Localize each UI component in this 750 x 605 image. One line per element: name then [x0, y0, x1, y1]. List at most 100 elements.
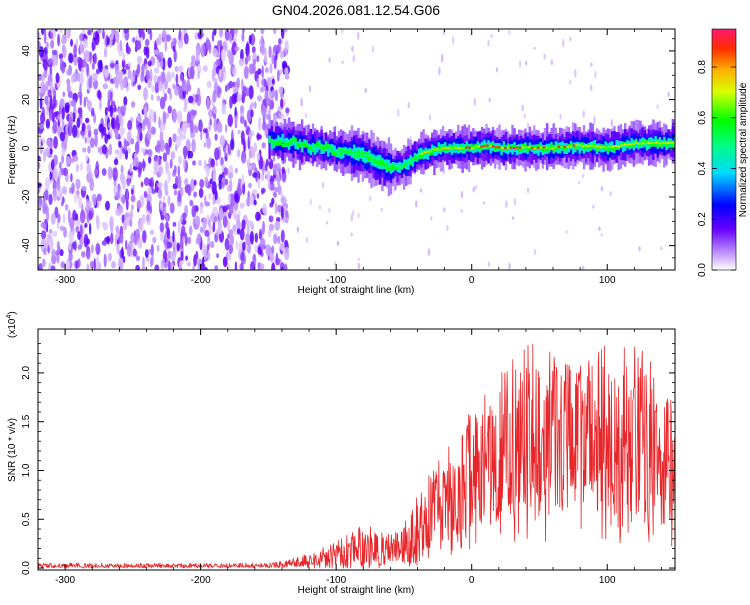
noise-pixel: [40, 81, 46, 95]
noise-pixel: [189, 66, 195, 80]
colorbar-tick-label: 0.8: [697, 60, 708, 74]
noise-pixel: [148, 178, 152, 187]
noise-pixel: [225, 84, 228, 93]
noise-pixel: [203, 195, 207, 205]
noise-pixel: [40, 29, 45, 36]
sparse-pixel: [296, 226, 300, 233]
noise-pixel: [192, 160, 196, 166]
ridge-core-pixel: [363, 153, 367, 157]
noise-pixel: [262, 165, 265, 176]
noise-pixel: [51, 159, 55, 171]
noise-pixel: [45, 176, 50, 191]
ridge-pixel: [470, 144, 473, 149]
x-tick-label: -300: [55, 575, 75, 586]
noise-pixel: [228, 244, 233, 255]
noise-pixel: [89, 177, 95, 192]
ridge-core-pixel: [408, 160, 411, 163]
sparse-pixel: [609, 191, 612, 196]
noise-pixel: [61, 105, 65, 120]
noise-pixel: [242, 29, 245, 34]
noise-pixel: [49, 171, 53, 181]
ridge-pixel: [268, 138, 271, 143]
noise-pixel: [62, 45, 67, 59]
ridge-pixel: [379, 160, 382, 166]
noise-pixel: [126, 177, 131, 187]
noise-pixel: [85, 96, 89, 102]
noise-pixel: [66, 68, 71, 76]
noise-pixel: [41, 138, 45, 144]
ridge-pixel: [515, 144, 518, 156]
noise-pixel: [187, 150, 194, 159]
sparse-pixel: [487, 261, 491, 268]
noise-pixel: [245, 232, 251, 246]
noise-pixel: [223, 167, 229, 176]
noise-pixel: [203, 266, 208, 270]
noise-pixel: [142, 230, 147, 243]
sparse-pixel: [397, 108, 400, 118]
sparse-pixel: [287, 167, 290, 174]
colorbar-label: Normalized spectral amplitude: [738, 82, 749, 217]
noise-pixel: [93, 79, 98, 90]
noise-pixel: [279, 92, 285, 99]
ridge-core-pixel: [629, 143, 632, 146]
snr-scale-prefix: (x10: [7, 318, 18, 338]
noise-pixel: [91, 62, 95, 70]
noise-pixel: [200, 44, 206, 58]
noise-pixel: [173, 49, 177, 63]
sparse-pixel: [281, 196, 284, 203]
noise-pixel: [167, 170, 171, 183]
noise-pixel: [77, 231, 81, 240]
noise-pixel: [39, 144, 43, 155]
ridge-core-pixel: [668, 141, 671, 144]
noise-pixel: [248, 85, 254, 100]
noise-pixel: [271, 89, 275, 99]
noise-pixel: [99, 99, 102, 111]
noise-pixel: [132, 184, 135, 191]
noise-pixel: [273, 44, 278, 53]
ridge-core-pixel: [432, 148, 435, 151]
ridge-core-pixel: [359, 154, 363, 158]
ridge-core-pixel: [584, 144, 588, 147]
noise-pixel: [240, 252, 245, 262]
ridge-core-pixel: [383, 161, 387, 164]
ridge-pixel: [316, 141, 319, 146]
noise-pixel: [99, 59, 103, 73]
ridge-pixel: [333, 151, 336, 157]
noise-pixel: [251, 189, 258, 195]
ridge-pixel: [617, 146, 620, 151]
noise-pixel: [135, 255, 141, 262]
noise-pixel: [184, 97, 188, 110]
noise-pixel: [228, 193, 232, 204]
noise-pixel: [249, 230, 254, 245]
y-tick-label: 0.0: [21, 561, 32, 575]
ridge-core-pixel: [420, 152, 424, 155]
spectrogram-y-label: Frequency (Hz): [7, 116, 18, 185]
noise-pixel: [217, 40, 220, 53]
sparse-pixel: [610, 118, 613, 128]
noise-pixel: [235, 118, 238, 127]
noise-pixel: [126, 245, 132, 257]
noise-pixel: [199, 202, 204, 208]
sparse-pixel: [562, 38, 565, 48]
noise-pixel: [125, 189, 129, 203]
noise-pixel: [218, 180, 223, 190]
ridge-pixel: [533, 146, 536, 154]
ridge-pixel: [305, 142, 308, 148]
noise-pixel: [127, 130, 132, 144]
noise-pixel: [117, 150, 123, 160]
noise-pixel: [70, 173, 73, 183]
sparse-pixel: [600, 186, 604, 192]
noise-pixel: [273, 233, 278, 245]
noise-pixel: [160, 214, 165, 221]
noise-pixel: [149, 229, 155, 235]
noise-pixel: [234, 167, 238, 174]
noise-pixel: [78, 196, 82, 209]
noise-pixel: [196, 233, 202, 245]
noise-pixel: [244, 56, 249, 65]
ridge-core-pixel: [403, 161, 407, 165]
noise-pixel: [150, 126, 156, 135]
noise-pixel: [57, 213, 61, 223]
noise-pixel: [59, 131, 65, 142]
ridge-core-pixel: [347, 152, 350, 156]
noise-pixel: [273, 191, 277, 198]
